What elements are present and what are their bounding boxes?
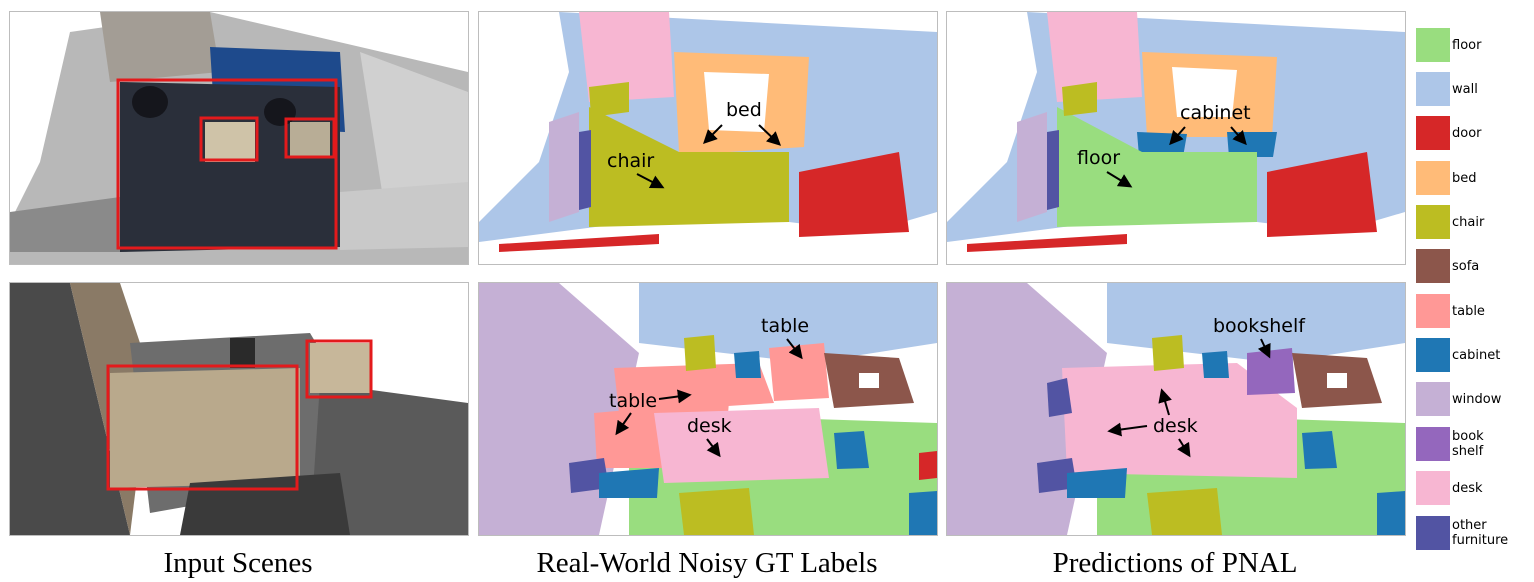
caption-noisy-labels: Real-World Noisy GT Labels (536, 547, 878, 579)
legend-swatch-floor (1416, 28, 1450, 62)
legend-item-other-furniture: other furniture (1416, 516, 1522, 550)
legend-label-wall: wall (1452, 81, 1478, 97)
legend-swatch-wall (1416, 72, 1450, 106)
legend-label-floor: floor (1452, 37, 1482, 53)
legend-label-table: table (1452, 303, 1485, 319)
legend-item-desk: desk (1416, 471, 1512, 505)
annotation-floor: floor (1077, 147, 1120, 169)
caption-input-scenes: Input Scenes (163, 547, 313, 579)
legend-item-table: table (1416, 294, 1512, 328)
legend-label-other-furniture: other furniture (1452, 518, 1509, 548)
annotation-cabinet: cabinet (1180, 102, 1251, 124)
legend-swatch-desk (1416, 471, 1450, 505)
legend-item-window: window (1416, 382, 1512, 416)
legend-item-floor: floor (1416, 28, 1512, 62)
annotation-bookshelf: bookshelf (1213, 315, 1306, 337)
predictions-2: bookshelf desk (946, 282, 1406, 536)
legend-swatch-table (1416, 294, 1450, 328)
noisy-labels-2-render: table table desk (479, 283, 937, 535)
legend-item-wall: wall (1416, 72, 1512, 106)
legend-swatch-bed (1416, 161, 1450, 195)
input-scene-2 (9, 282, 469, 536)
legend-label-bed: bed (1452, 170, 1477, 186)
noisy-labels-1-render: bed chair (479, 12, 937, 264)
legend-swatch-door (1416, 116, 1450, 150)
input-scene-1-render (10, 12, 468, 264)
legend-label-sofa: sofa (1452, 258, 1480, 274)
caption-predictions: Predictions of PNAL (1052, 547, 1298, 579)
annotation-table-top: table (761, 315, 809, 337)
legend-label-cabinet: cabinet (1452, 347, 1501, 363)
legend-label-bookshelf: book shelf (1452, 429, 1484, 459)
legend-label-chair: chair (1452, 214, 1485, 230)
legend-swatch-chair (1416, 205, 1450, 239)
legend-item-chair: chair (1416, 205, 1512, 239)
legend-item-door: door (1416, 116, 1512, 150)
legend-item-bed: bed (1416, 161, 1512, 195)
legend-swatch-window (1416, 382, 1450, 416)
legend-label-desk: desk (1452, 480, 1483, 496)
legend-swatch-bookshelf (1416, 427, 1450, 461)
annotation-desk: desk (687, 415, 732, 437)
predictions-1: cabinet floor (946, 11, 1406, 265)
annotation-bed: bed (726, 99, 762, 121)
legend-item-bookshelf: book shelf (1416, 427, 1488, 461)
annotation-table-left: table (609, 390, 657, 412)
noisy-labels-2: table table desk (478, 282, 938, 536)
input-scene-2-render (10, 283, 468, 535)
predictions-2-render: bookshelf desk (947, 283, 1405, 535)
annotation-chair: chair (607, 150, 654, 172)
predictions-1-render: cabinet floor (947, 12, 1405, 264)
legend-swatch-cabinet (1416, 338, 1450, 372)
legend-swatch-other-furniture (1416, 516, 1450, 550)
legend-label-door: door (1452, 125, 1482, 141)
input-scene-1 (9, 11, 469, 265)
legend-item-cabinet: cabinet (1416, 338, 1512, 372)
legend-item-sofa: sofa (1416, 249, 1512, 283)
noisy-labels-1: bed chair (478, 11, 938, 265)
annotation-desk-pred: desk (1153, 415, 1198, 437)
legend-swatch-sofa (1416, 249, 1450, 283)
legend-label-window: window (1452, 391, 1502, 407)
